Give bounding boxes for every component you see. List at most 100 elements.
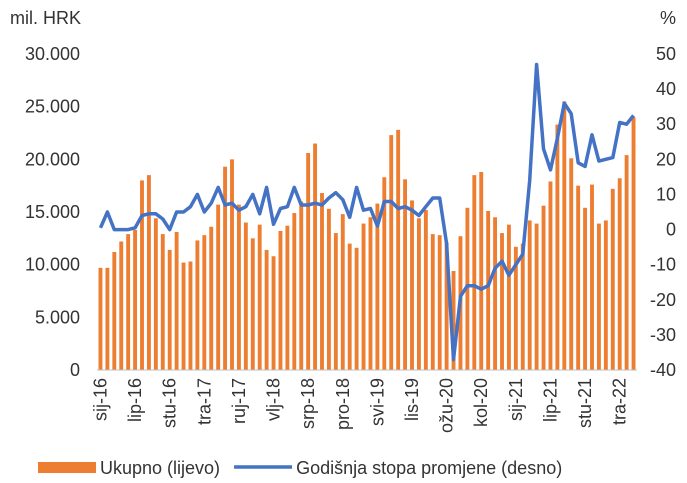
bar <box>423 209 428 370</box>
y-tick-label: 10.000 <box>25 255 80 275</box>
bar <box>603 220 608 370</box>
bar <box>174 232 179 370</box>
x-tick-label: lip-16 <box>125 378 145 422</box>
bar <box>133 229 138 370</box>
bar <box>126 234 131 370</box>
bar <box>479 171 484 370</box>
bar <box>562 101 567 371</box>
y2-tick-label: 40 <box>656 79 676 99</box>
x-tick-label: svi-19 <box>367 378 387 426</box>
y-tick-label: 20.000 <box>25 149 80 169</box>
y2-tick-label: 50 <box>656 44 676 64</box>
bar <box>354 247 359 370</box>
bar <box>271 256 276 370</box>
bar <box>631 117 636 370</box>
bar <box>257 224 262 370</box>
y-tick-label: 15.000 <box>25 202 80 222</box>
bar <box>223 166 228 370</box>
x-tick-label: tra-17 <box>194 378 214 425</box>
bar <box>160 234 165 370</box>
bar <box>320 193 324 370</box>
bar <box>500 233 504 370</box>
bar <box>313 143 318 370</box>
bar <box>583 207 588 370</box>
y2-tick-label: -40 <box>650 360 676 380</box>
bar <box>520 243 525 370</box>
bar <box>250 238 255 370</box>
bar <box>382 177 387 370</box>
x-tick-label: stu-21 <box>575 378 595 428</box>
bar <box>541 205 546 370</box>
y2-tick-label: 0 <box>666 220 676 240</box>
line <box>98 62 635 362</box>
bar <box>368 217 373 370</box>
bar <box>576 185 581 370</box>
bar <box>624 155 629 370</box>
bar <box>333 233 338 370</box>
bar <box>396 129 401 370</box>
bar <box>119 241 124 370</box>
bar <box>590 184 594 370</box>
bar <box>285 225 290 370</box>
bar <box>403 179 408 370</box>
bar <box>534 223 539 370</box>
y-tick-label: 0 <box>70 360 80 380</box>
x-tick-label: vlj-18 <box>264 378 284 421</box>
y2-tick-label: -20 <box>650 290 676 310</box>
y2-tick-label: -30 <box>650 325 676 345</box>
bar <box>389 135 394 370</box>
bar <box>188 261 193 370</box>
x-tick-label: srp-18 <box>298 378 318 429</box>
bar <box>610 188 615 370</box>
bar <box>146 175 151 370</box>
bar <box>347 243 352 370</box>
bar <box>153 218 158 370</box>
y2-tick-label: -10 <box>650 255 676 275</box>
bar <box>444 242 449 370</box>
bar <box>416 218 421 370</box>
bar <box>264 249 269 370</box>
y-axis-label: mil. HRK <box>10 8 81 28</box>
bar <box>410 200 414 370</box>
bar <box>555 124 560 370</box>
bar <box>209 226 214 370</box>
x-tick-label: ožu-20 <box>437 378 457 433</box>
y2-axis-label: % <box>660 8 676 28</box>
x-tick-label: sij-16 <box>90 378 110 421</box>
bar <box>278 230 283 370</box>
bar <box>437 235 442 370</box>
bar <box>486 210 491 370</box>
bar <box>548 181 553 370</box>
x-tick-label: kol-20 <box>471 378 491 427</box>
bar <box>181 262 186 370</box>
bar <box>167 249 172 370</box>
bar <box>527 220 532 370</box>
bar <box>430 234 435 370</box>
bar <box>617 178 622 370</box>
y2-tick-label: 30 <box>656 114 676 134</box>
legend-label: Godišnja stopa promjene (desno) <box>296 458 562 478</box>
bar <box>375 203 380 370</box>
bar <box>326 208 331 370</box>
bar <box>112 252 117 370</box>
x-tick-label: sij-21 <box>506 378 526 421</box>
bar <box>216 204 221 370</box>
bar <box>230 159 234 370</box>
x-tick-label: pro-18 <box>333 378 353 430</box>
bar <box>569 158 574 370</box>
bar <box>596 223 601 370</box>
bar <box>340 214 345 370</box>
legend-swatch <box>38 462 96 473</box>
bar <box>451 270 456 370</box>
y2-tick-label: 20 <box>656 149 676 169</box>
bar <box>243 222 248 370</box>
y2-tick-label: 10 <box>656 184 676 204</box>
bar <box>361 223 366 370</box>
bar <box>506 224 511 370</box>
bar <box>105 267 110 370</box>
x-tick-label: tra-22 <box>610 378 630 425</box>
y-tick-label: 5.000 <box>35 307 80 327</box>
bar <box>98 267 103 370</box>
bar <box>472 175 477 370</box>
